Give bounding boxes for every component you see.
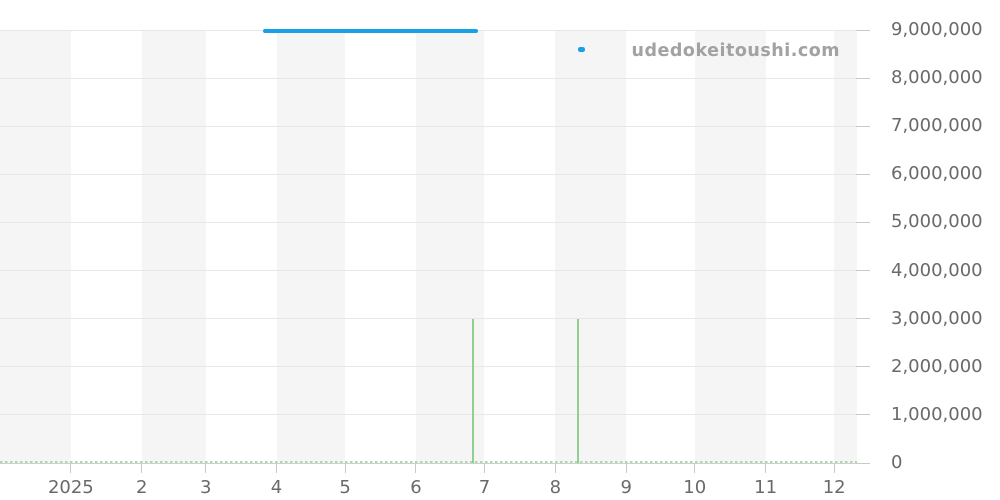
- price-line-segment: [578, 47, 586, 52]
- price-line-segment: [262, 28, 478, 34]
- y-axis-tick-label: 9,000,000: [891, 19, 983, 40]
- x-axis-line: [0, 462, 857, 464]
- x-axis-tick: [483, 463, 485, 473]
- month-stripe: [555, 30, 627, 463]
- y-axis-tick-label: 6,000,000: [891, 163, 983, 185]
- y-axis-tick: [856, 221, 870, 223]
- y-axis-tick: [856, 77, 870, 79]
- x-axis-tick: [276, 463, 278, 473]
- y-axis-tick-label: 7,000,000: [891, 115, 983, 137]
- h-gridline: [0, 366, 857, 368]
- y-axis-tick: [856, 125, 870, 127]
- month-stripe: [276, 30, 346, 463]
- event-spike: [472, 318, 475, 463]
- y-axis-tick-label: 5,000,000: [891, 211, 983, 233]
- x-axis-tick-label: 3: [199, 477, 212, 498]
- x-axis-tick: [833, 463, 835, 473]
- h-gridline: [0, 77, 857, 79]
- x-axis-tick-label: 2: [135, 477, 148, 498]
- month-stripe: [694, 30, 766, 463]
- month-stripe: [834, 30, 857, 463]
- h-gridline: [0, 270, 857, 272]
- x-axis-tick-label: 9: [620, 477, 632, 498]
- y-axis-tick-label: 8,000,000: [891, 67, 983, 89]
- x-axis-tick-label: 10: [683, 477, 707, 498]
- x-axis-tick: [554, 463, 556, 473]
- y-axis-tick-label: 2,000,000: [891, 355, 983, 377]
- h-gridline: [0, 318, 857, 320]
- x-axis-tick-label: 4: [270, 477, 283, 498]
- x-axis-tick: [70, 463, 72, 473]
- h-gridline: [0, 221, 857, 223]
- h-gridline: [0, 173, 857, 175]
- x-axis-tick: [344, 463, 346, 473]
- y-axis-tick-label: 3,000,000: [891, 307, 983, 329]
- y-axis-tick: [856, 173, 870, 175]
- x-axis-tick: [141, 463, 143, 473]
- x-axis-tick: [625, 463, 627, 473]
- x-axis-tick-label: 8: [549, 477, 562, 498]
- y-axis-tick: [856, 366, 870, 368]
- y-axis-tick: [856, 414, 870, 416]
- y-axis-tick-label: 4,000,000: [891, 259, 983, 281]
- x-axis-tick: [415, 463, 417, 473]
- watermark: udedokeitoushi.com: [631, 41, 840, 61]
- x-axis-tick-label: 11: [754, 477, 778, 498]
- y-axis-tick-label: 0: [891, 452, 903, 473]
- x-axis-tick-label: 12: [822, 477, 846, 498]
- x-axis-tick-label: 6: [410, 477, 422, 498]
- y-axis-tick-label: 1,000,000: [891, 403, 983, 425]
- month-stripe: [0, 30, 71, 463]
- h-gridline: [0, 125, 857, 127]
- x-axis-tick: [205, 463, 207, 473]
- y-axis-tick: [856, 462, 870, 464]
- x-axis-tick-label: 5: [339, 477, 351, 498]
- x-axis-tick-label: 7: [478, 477, 491, 498]
- x-axis-tick-label: 2025: [47, 477, 94, 498]
- y-axis-tick: [856, 29, 870, 31]
- y-axis-tick: [856, 270, 870, 272]
- event-spike: [577, 318, 580, 463]
- month-stripe: [141, 30, 206, 463]
- zero-baseline: [0, 461, 857, 463]
- h-gridline: [0, 414, 857, 416]
- x-axis-tick: [694, 463, 696, 473]
- x-axis-tick: [765, 463, 767, 473]
- y-axis-tick: [856, 318, 870, 320]
